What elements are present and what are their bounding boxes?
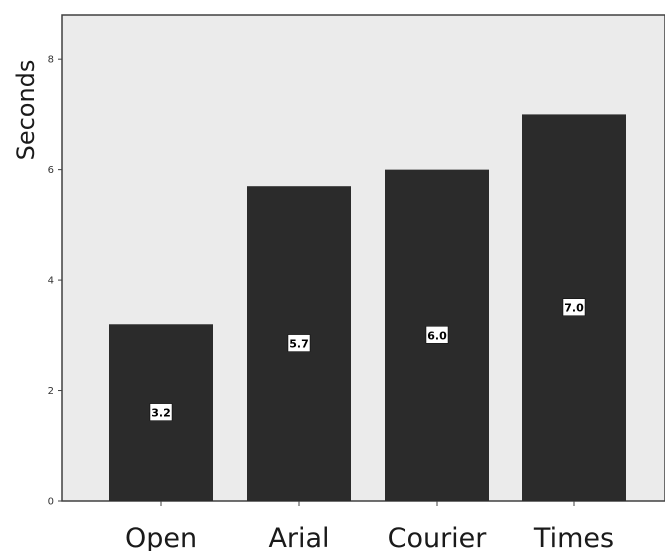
data-label-box [287,334,311,352]
bar-group: 3.2 5.7 6.0 7.0 [109,114,626,502]
data-label-box [149,403,173,421]
y-axis: 0 2 4 6 8 [48,55,62,508]
data-label: 6.0 [427,329,447,342]
x-category-label: Times [533,523,614,551]
data-label: 7.0 [564,302,584,315]
data-label: 3.2 [151,407,171,420]
x-category-label: Open [125,523,197,551]
y-tick-label: 6 [48,165,54,176]
data-label-box [425,326,449,344]
data-label-box [562,298,586,316]
y-tick-label: 0 [48,497,54,508]
y-tick-label: 4 [48,276,54,287]
y-tick-label: 2 [48,386,54,397]
y-axis-title: Seconds [12,60,40,161]
data-label: 5.7 [289,338,309,351]
y-tick-label: 8 [48,55,54,66]
x-axis: Open Arial Courier Times [125,501,614,551]
x-category-label: Arial [268,523,329,551]
x-category-label: Courier [388,523,488,551]
